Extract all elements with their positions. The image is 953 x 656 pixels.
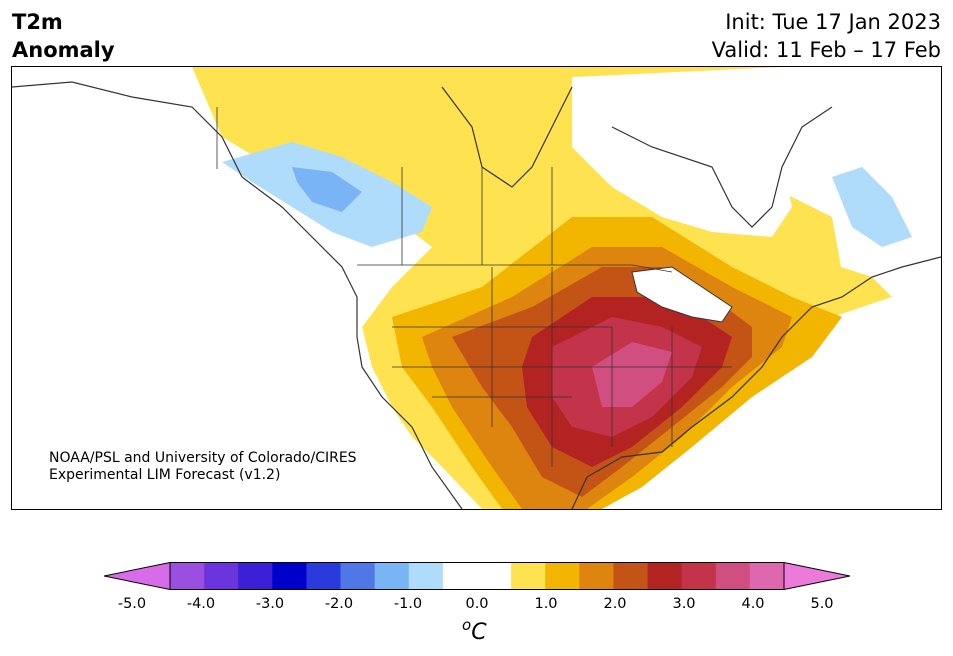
- colorbar-extend-high: [783, 562, 850, 590]
- colorbar-tick-label: -3.0: [255, 596, 285, 612]
- colorbar-segment: [374, 562, 410, 590]
- colorbar-tick-label: -2.0: [324, 596, 354, 612]
- colorbar-segment: [715, 562, 751, 590]
- colorbar-segment: [749, 562, 785, 590]
- colorbar-segment: [408, 562, 444, 590]
- colorbar-segment: [306, 562, 341, 590]
- anomaly-map: [11, 66, 942, 510]
- colorbar-segment: [613, 562, 648, 590]
- map-title: T2m Anomaly: [12, 8, 115, 64]
- neutral-region-east-canada: [572, 67, 792, 237]
- colorbar-tick-label: -1.0: [393, 596, 423, 612]
- colorbar-tick-label: 1.0: [534, 596, 558, 612]
- degree-symbol: o: [462, 616, 472, 634]
- colorbar-ticks: -5.0 -4.0 -3.0 -2.0 -1.0 0.0 1.0 2.0 3.0 4.0 5.0: [0, 596, 953, 616]
- political-borders: [216, 107, 732, 467]
- colorbar-segment: [238, 562, 273, 590]
- colorbar-unit: oC: [462, 616, 487, 645]
- cold-anomaly-core-northwest: [292, 167, 362, 212]
- credit-line-2: Experimental LIM Forecast (v1.2): [49, 467, 281, 483]
- colorbar-segment: [681, 562, 717, 590]
- colorbar-segment: [511, 562, 546, 590]
- colorbar-segment: [545, 562, 580, 590]
- great-lakes: [631, 266, 733, 323]
- colorbar-tick-label: -4.0: [186, 596, 216, 612]
- valid-dates: Valid: 11 Feb – 17 Feb: [711, 38, 941, 62]
- colorbar-tick-label: 5.0: [810, 596, 834, 612]
- colorbar-segment: [204, 562, 239, 590]
- init-date: Init: Tue 17 Jan 2023: [725, 10, 941, 34]
- title-line-1: T2m: [12, 10, 63, 34]
- title-line-2: Anomaly: [12, 38, 115, 62]
- colorbar-tick-label: -5.0: [117, 596, 147, 612]
- colorbar-segment: [442, 562, 478, 590]
- colorbar-segment: [647, 562, 682, 590]
- credit-line-1: NOAA/PSL and University of Colorado/CIRE…: [49, 450, 357, 466]
- unit-letter: C: [471, 620, 487, 645]
- colorbar-segment: [477, 562, 512, 590]
- colorbar: [104, 562, 850, 590]
- colorbar-tick-label: 0.0: [465, 596, 489, 612]
- cold-anomaly-labrador: [832, 167, 912, 247]
- coastlines: [12, 81, 941, 509]
- colorbar-segment: [170, 562, 205, 590]
- colorbar-segment: [579, 562, 614, 590]
- forecast-dates: Init: Tue 17 Jan 2023 Valid: 11 Feb – 17…: [712, 8, 941, 64]
- colorbar-segment: [272, 562, 307, 590]
- colorbar-tick-label: 3.0: [672, 596, 696, 612]
- neutral-region-alaska: [12, 67, 482, 509]
- colorbar-segment: [340, 562, 375, 590]
- credit-text: NOAA/PSL and University of Colorado/CIRE…: [49, 450, 357, 484]
- colorbar-extend-low: [104, 562, 171, 590]
- colorbar-tick-label: 2.0: [603, 596, 627, 612]
- colorbar-frame: [169, 562, 785, 590]
- colorbar-tick-label: 4.0: [741, 596, 765, 612]
